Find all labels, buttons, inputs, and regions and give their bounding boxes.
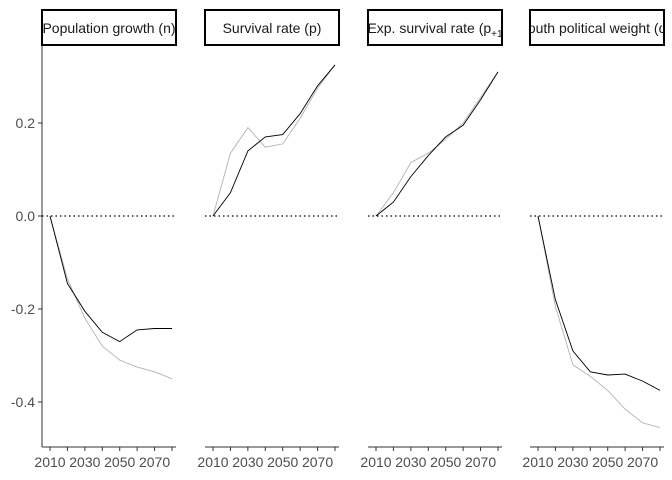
x-tick-label: 2030 [395,454,426,470]
panel-2: Survival rate (p) 2010 2030 2050 2070 [197,9,340,470]
panel-4: Youth political weight (ω) 2010 2030 2050 20… [520,9,672,470]
x-tick-label: 2030 [69,454,100,470]
panel-strip [529,9,665,46]
x-tick-label: 2050 [430,454,461,470]
y-axis: 0.2 0.0 -0.2 -0.4 [11,45,43,447]
panel-strip [41,9,177,46]
series-line-grey [49,215,173,380]
series-line-black [375,71,499,217]
x-tick-label: 2070 [139,454,170,470]
panel-3: Exp. survival rate (p+1 2010 2030 2050 2070 [360,9,503,470]
x-tick-label: 2030 [232,454,263,470]
x-tick-label: 2030 [557,454,588,470]
y-tick-label: -0.4 [11,394,35,410]
series-line-grey [212,64,336,217]
x-tick-label: 2050 [104,454,135,470]
x-tick-label: 2070 [627,454,658,470]
panel-title: Exp. survival rate (p+1 [367,20,503,40]
panel-1: Population growth (n) 2010 2030 2050 2070 [34,9,177,470]
panel-title: Survival rate (p) [223,20,322,36]
x-tick-label: 2010 [197,454,228,470]
y-tick-label: 0.0 [16,208,36,224]
x-tick-label: 2010 [522,454,553,470]
panel-title: Population growth (n) [42,20,175,36]
series-line-grey [375,71,499,217]
x-tick-label: 2050 [267,454,298,470]
panel-title: Youth political weight (ω) [520,20,672,36]
y-tick-label: 0.2 [16,115,36,131]
series-line-black [537,215,661,391]
panel-strip [367,9,503,46]
chart-panels: Population growth (n)2010 2030 2050 2070Sur… [34,9,672,470]
x-tick-label: 2050 [592,454,623,470]
series-line-black [49,215,172,343]
x-tick-label: 2010 [34,454,65,470]
x-tick-label: 2010 [360,454,391,470]
panel-strip [204,9,340,46]
series-line-grey [537,215,661,429]
y-tick-label: -0.2 [11,301,35,317]
x-tick-label: 2070 [302,454,333,470]
x-tick-label: 2070 [465,454,496,470]
series-line-black [212,64,336,217]
